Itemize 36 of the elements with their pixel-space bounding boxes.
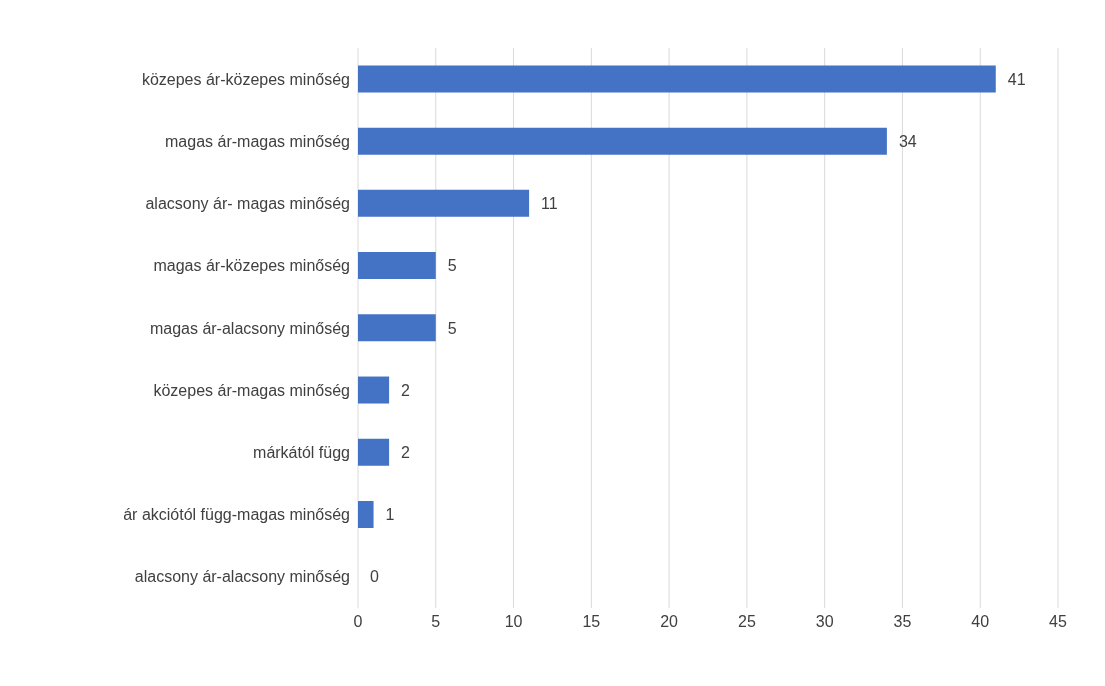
y-tick-label: ár akciótól függ-magas minőség: [123, 506, 350, 524]
x-tick-label: 15: [582, 613, 601, 631]
bar: [358, 314, 436, 342]
bar: [358, 438, 390, 466]
bar: [358, 127, 887, 155]
y-tick-label: magas ár-magas minőség: [165, 132, 350, 150]
x-tick-label: 35: [893, 613, 912, 631]
y-tick-label: magas ár-közepes minőség: [153, 257, 350, 275]
bar: [358, 189, 530, 217]
bar: [358, 65, 996, 93]
x-tick-label: 45: [1049, 613, 1067, 631]
bar: [358, 376, 390, 404]
y-tick-label: közepes ár-magas minőség: [153, 381, 350, 399]
x-tick-label: 25: [737, 613, 756, 631]
x-tick-label: 5: [431, 613, 441, 631]
x-tick-label: 10: [504, 613, 523, 631]
y-tick-label: közepes ár-közepes minőség: [141, 70, 350, 88]
x-tick-label: 30: [815, 613, 834, 631]
data-label: 5: [447, 257, 457, 275]
x-tick-label: 40: [971, 613, 990, 631]
data-label: 2: [401, 381, 411, 399]
x-tick-label: 20: [660, 613, 679, 631]
data-label: 41: [1007, 70, 1026, 88]
data-label: 2: [401, 443, 411, 461]
y-tick-label: alacsony ár-alacsony minőség: [134, 568, 350, 586]
data-label: 0: [370, 568, 379, 586]
data-label: 11: [541, 195, 558, 213]
bar: [358, 500, 374, 528]
y-tick-label: márkától függ: [253, 443, 350, 461]
y-tick-label: magas ár-alacsony minőség: [149, 319, 350, 337]
y-tick-label: alacsony ár- magas minőség: [145, 195, 350, 213]
data-label: 34: [898, 132, 917, 150]
data-label: 1: [385, 506, 395, 524]
x-tick-label: 0: [353, 613, 363, 631]
data-label: 5: [447, 319, 457, 337]
bar: [358, 252, 436, 280]
